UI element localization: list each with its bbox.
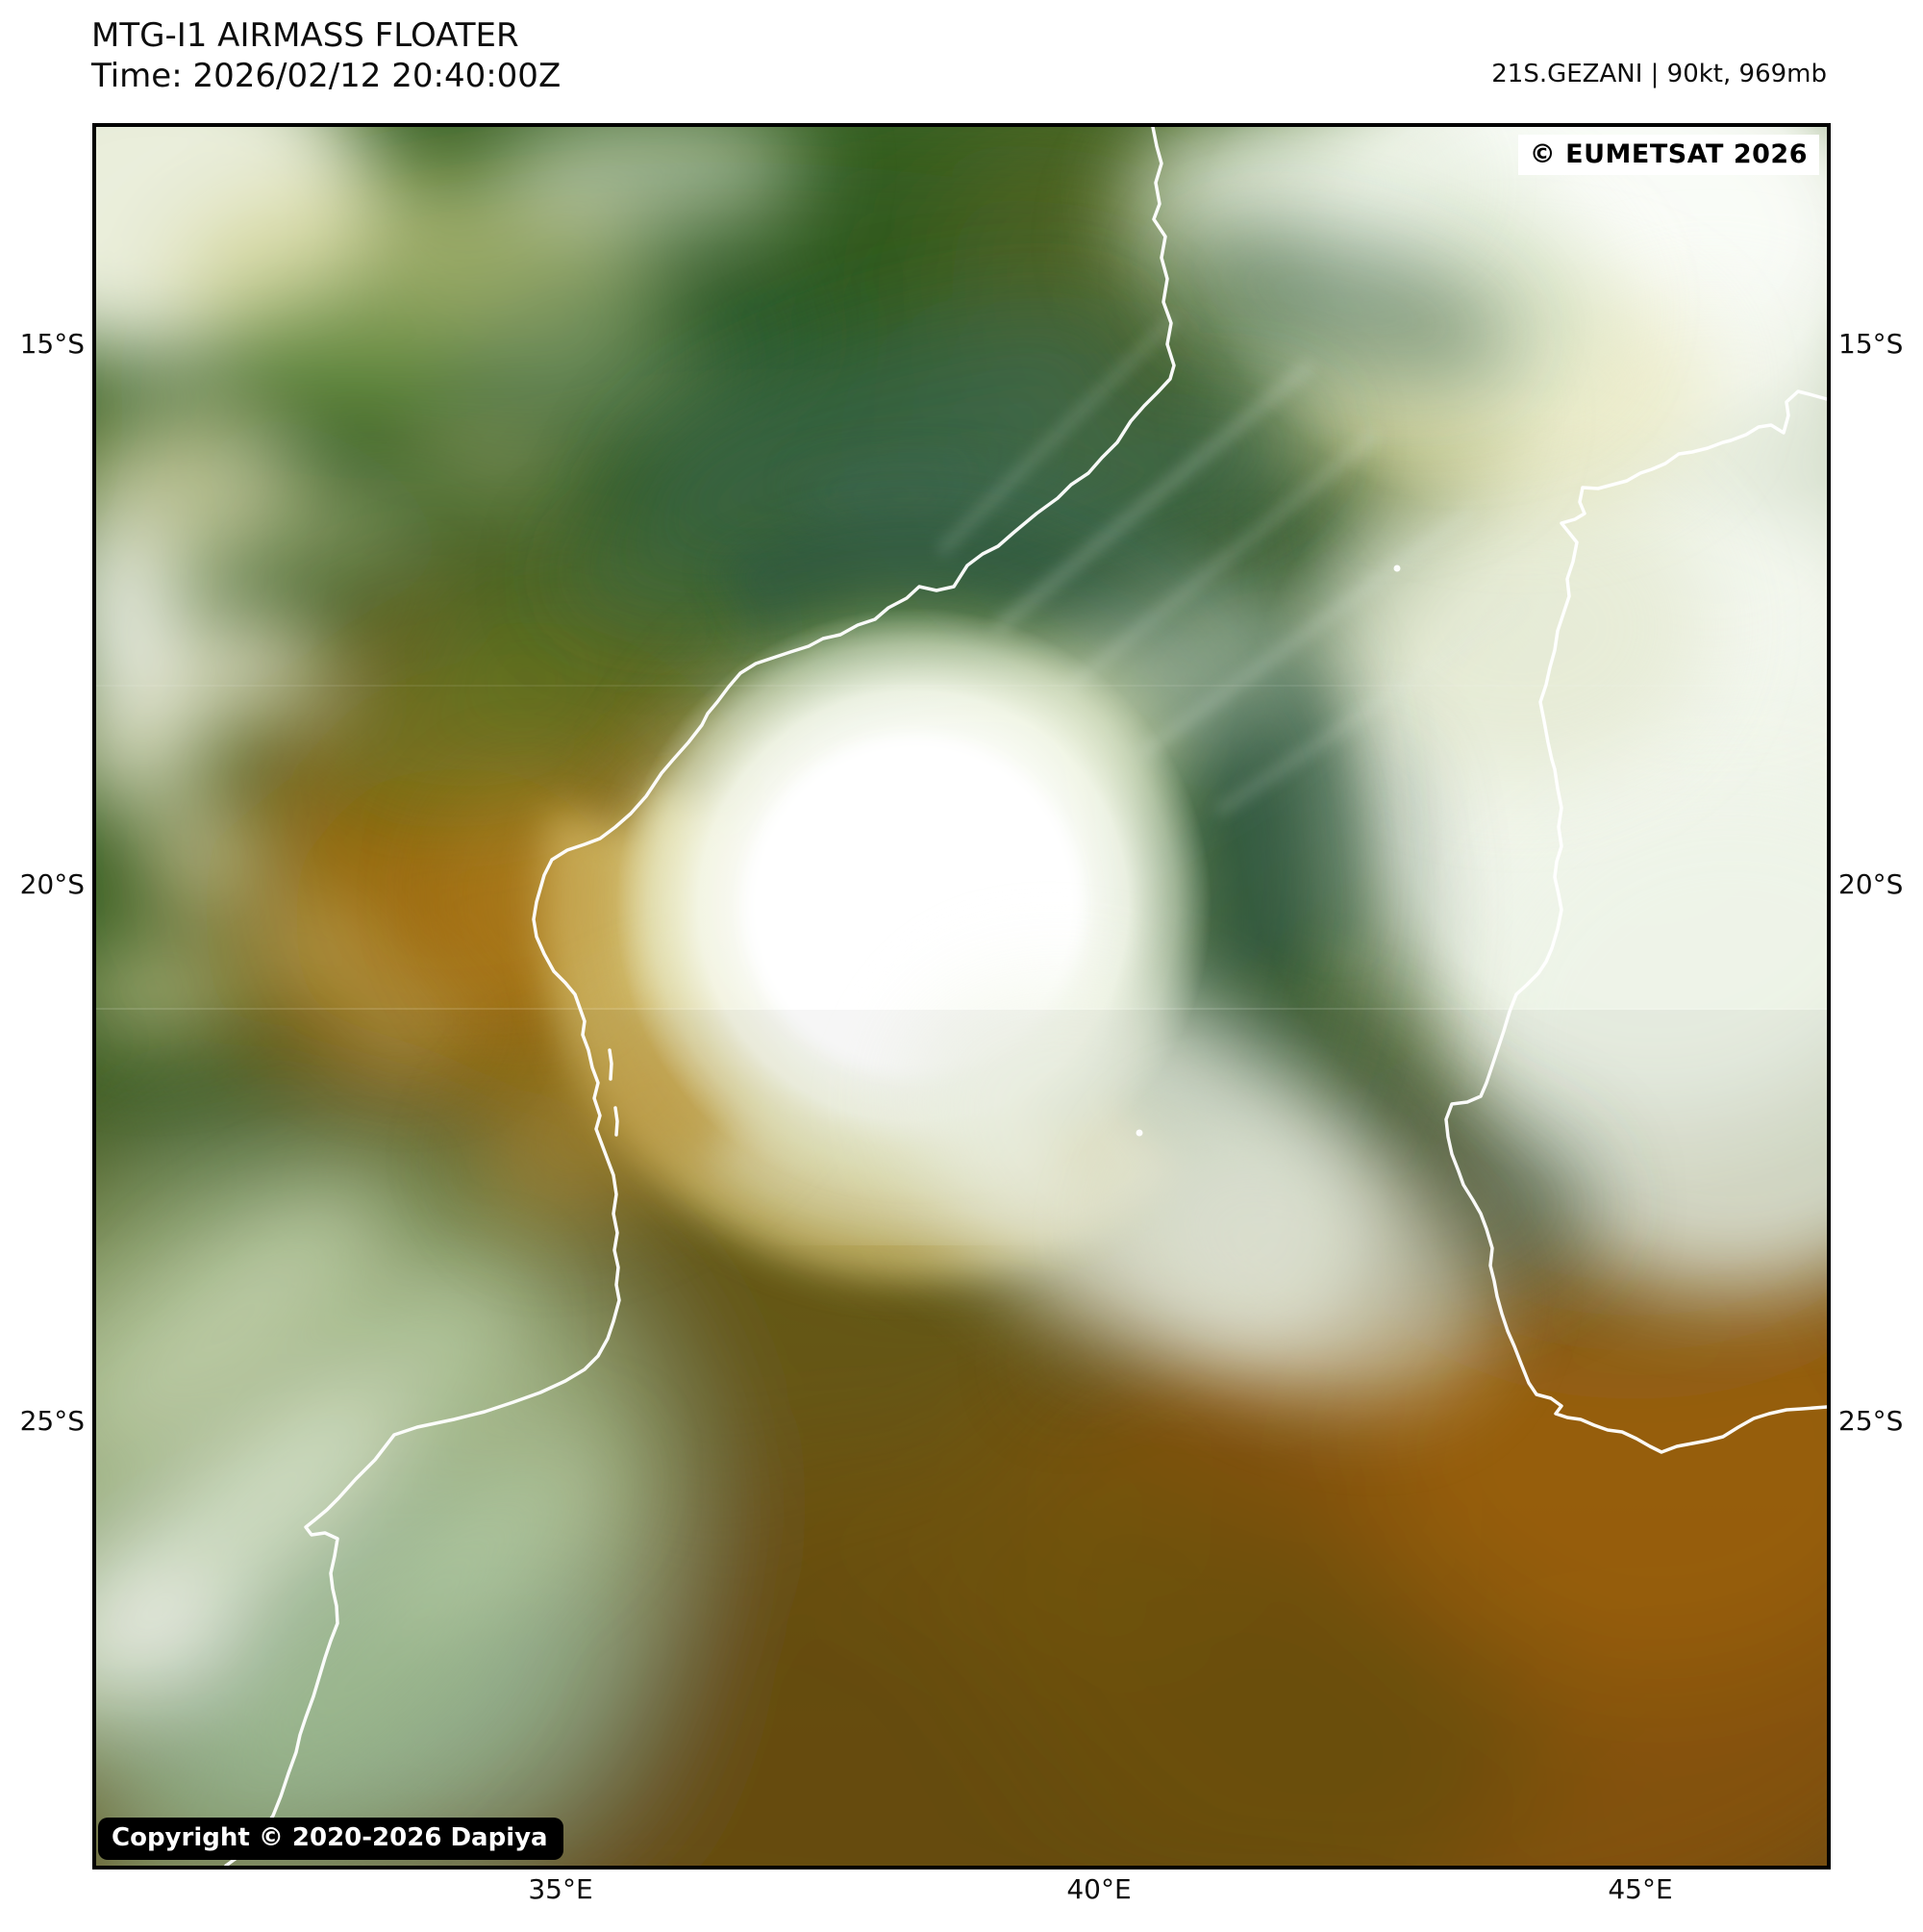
coastline-africa bbox=[224, 127, 1176, 1866]
timestamp: Time: 2026/02/12 20:40:00Z bbox=[91, 57, 562, 95]
lat-label-right-25s: 25°S bbox=[1838, 1405, 1904, 1437]
lon-label-40e: 40°E bbox=[1066, 1873, 1132, 1905]
coastline-madagascar bbox=[1444, 389, 1827, 1454]
lon-label-45e: 45°E bbox=[1608, 1873, 1673, 1905]
satellite-map-frame: © EUMETSAT 2026 Copyright © 2020-2026 Da… bbox=[92, 123, 1831, 1869]
lat-label-left-20s: 20°S bbox=[19, 868, 85, 900]
lat-label-right-15s: 15°S bbox=[1838, 328, 1904, 360]
small-island-dot bbox=[1393, 565, 1401, 572]
small-island-dot bbox=[1136, 1129, 1143, 1137]
provider-badge: © EUMETSAT 2026 bbox=[1517, 135, 1819, 175]
header-block: MTG-I1 AIRMASS FLOATER Time: 2026/02/12 … bbox=[91, 15, 561, 96]
lat-label-right-20s: 20°S bbox=[1838, 868, 1904, 900]
storm-info: 21S.GEZANI | 90kt, 969mb bbox=[1491, 60, 1827, 88]
lon-label-35e: 35°E bbox=[528, 1873, 593, 1905]
satellite-image bbox=[96, 127, 1827, 1866]
lat-label-left-25s: 25°S bbox=[19, 1405, 85, 1437]
product-title: MTG-I1 AIRMASS FLOATER bbox=[91, 16, 519, 55]
lat-label-left-15s: 15°S bbox=[19, 328, 85, 360]
copyright-badge: Copyright © 2020-2026 Dapiya bbox=[98, 1818, 563, 1860]
